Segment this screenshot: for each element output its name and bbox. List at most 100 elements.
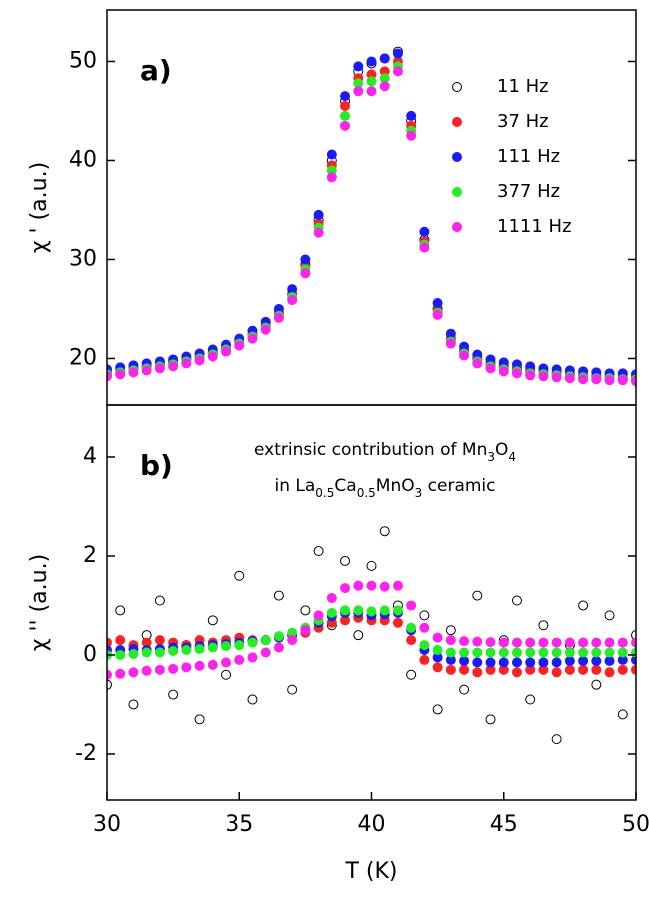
data-point <box>141 365 152 376</box>
data-point <box>168 663 179 674</box>
data-point <box>459 664 470 675</box>
data-point <box>511 595 522 606</box>
data-point <box>366 86 377 97</box>
data-point <box>366 606 377 617</box>
data-point <box>459 350 470 361</box>
data-point <box>485 363 496 374</box>
data-point <box>107 371 112 382</box>
data-point <box>326 172 337 183</box>
data-point <box>485 637 496 648</box>
data-point <box>578 664 589 675</box>
x-tick-label: 40 <box>358 812 386 837</box>
data-point <box>392 66 403 77</box>
data-point <box>511 667 522 678</box>
data-point <box>247 333 258 344</box>
legend-marker <box>452 187 462 197</box>
data-point <box>141 665 152 676</box>
data-point <box>340 555 351 566</box>
data-point <box>631 376 636 387</box>
annotation-part: extrinsic contribution of Mn <box>254 440 487 460</box>
data-point <box>432 298 443 309</box>
annotation-part: 0.5 <box>315 486 334 500</box>
data-point <box>485 657 496 668</box>
data-point <box>221 657 232 668</box>
data-point <box>631 664 636 675</box>
data-point <box>353 605 364 616</box>
data-point <box>472 358 483 369</box>
data-point <box>525 657 536 668</box>
data-point <box>459 636 470 647</box>
data-point <box>564 647 575 658</box>
data-point <box>366 560 377 571</box>
data-point <box>578 655 589 666</box>
x-tick-label: 45 <box>490 812 518 837</box>
data-point <box>538 371 549 382</box>
data-point <box>564 373 575 384</box>
data-point <box>273 312 284 323</box>
data-point <box>207 659 218 670</box>
data-point <box>538 647 549 658</box>
plot-frame <box>106 9 637 406</box>
plot-frame <box>106 404 637 801</box>
data-point <box>498 657 509 668</box>
legend-marker <box>452 82 462 92</box>
plot-area <box>107 526 636 745</box>
data-point <box>273 590 284 601</box>
data-point <box>366 76 377 87</box>
y-tick-label: 50 <box>69 48 97 73</box>
data-point <box>260 647 271 658</box>
x-tick-label: 50 <box>622 812 649 837</box>
data-point <box>525 637 536 648</box>
annotation-part: in La <box>275 476 316 496</box>
data-point <box>154 664 165 675</box>
data-point <box>604 375 615 386</box>
data-point <box>511 657 522 668</box>
data-point <box>392 617 403 628</box>
data-point <box>379 53 390 64</box>
data-point <box>432 662 443 673</box>
x-axis-label: T (K) <box>344 859 397 884</box>
data-point <box>128 699 139 710</box>
data-point <box>485 714 496 725</box>
data-point <box>551 667 562 678</box>
data-point <box>578 600 589 611</box>
y-tick-label: 30 <box>69 246 97 271</box>
data-point <box>379 526 390 537</box>
data-point <box>260 324 271 335</box>
data-point <box>472 647 483 658</box>
data-point <box>154 647 165 658</box>
data-point <box>617 709 628 720</box>
data-point <box>498 647 509 658</box>
data-point <box>617 664 628 675</box>
data-point <box>234 570 245 581</box>
data-point <box>459 647 470 658</box>
data-point <box>591 679 602 690</box>
data-point <box>340 101 351 112</box>
data-point <box>194 714 205 725</box>
y-axis-label: χ ' (a.u.) <box>27 162 52 253</box>
data-point <box>392 605 403 616</box>
data-point <box>313 227 324 238</box>
annotation-part: 3 <box>487 450 495 464</box>
data-point <box>379 81 390 92</box>
annotation: extrinsic contribution of Mn3O4 <box>254 440 516 464</box>
data-point <box>207 615 218 626</box>
data-point <box>141 647 152 658</box>
data-point <box>154 595 165 606</box>
legend-marker <box>452 117 462 127</box>
data-point <box>445 647 456 658</box>
data-point <box>340 583 351 594</box>
legend-label: 377 Hz <box>497 181 560 202</box>
legend-label: 1111 Hz <box>497 216 572 237</box>
data-point <box>353 580 364 591</box>
data-point <box>432 632 443 643</box>
data-point <box>326 593 337 604</box>
data-point <box>604 667 615 678</box>
data-point <box>419 242 430 253</box>
legend-label: 111 Hz <box>497 146 560 167</box>
panel-label: a) <box>140 54 172 87</box>
data-point <box>326 149 337 160</box>
data-point <box>406 130 417 141</box>
data-point <box>485 647 496 658</box>
annotation-part: Ca <box>334 476 356 496</box>
